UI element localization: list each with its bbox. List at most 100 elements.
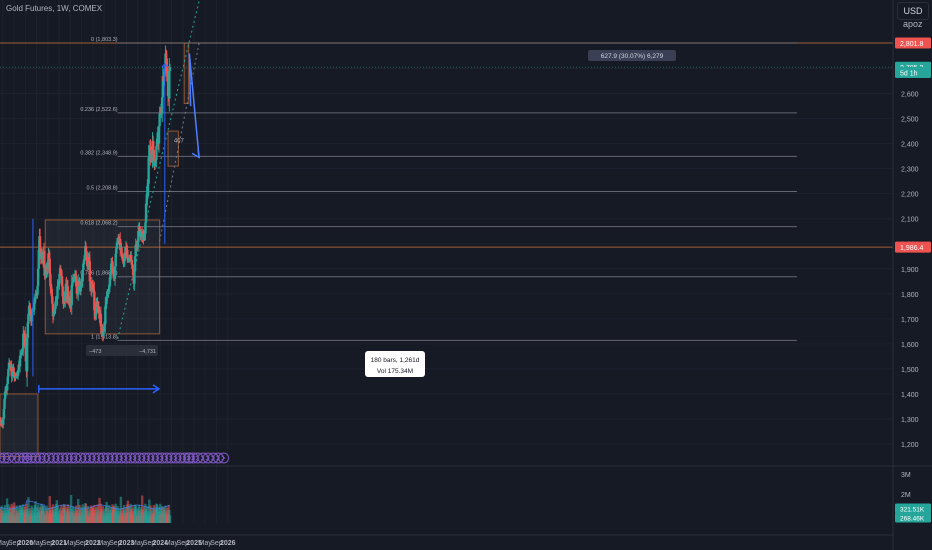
volume-tick-label: 2M [901,492,911,499]
candle-body [42,251,46,268]
candle-body [32,310,35,312]
volume-bar [126,500,130,523]
price-tick-label: 1,800 [901,292,919,299]
event-marker-glyph [55,455,61,461]
time-tick-label: 2026 [220,540,236,547]
candle-body [94,313,97,317]
candle-body [164,53,167,69]
time-tick-label: Sep [177,540,190,547]
candle-body [161,97,164,114]
time-tick-label: 2023 [119,540,135,547]
event-marker-glyph [150,455,156,461]
candle-body [119,238,122,250]
candle-body [106,292,109,297]
time-tick-label: May [165,540,179,547]
time-tick-label: May [131,540,145,547]
measure-label: 627.9 (30.07%) 6,279 [601,53,664,60]
event-marker-glyph [73,455,78,461]
candle-body [27,305,31,314]
left-measure-bg [86,345,158,356]
time-tick-label: May [199,540,213,547]
fib-level-label: 1 (1,613.8) [91,334,118,340]
small-label: 407 [174,138,185,144]
candle-body [115,242,119,249]
candle-body [8,362,11,365]
candle-body [168,67,172,72]
event-marker-glyph [221,455,226,461]
candle-body [82,260,86,264]
event-marker-glyph [119,455,124,461]
candle-body [72,277,75,279]
event-marker-glyph [28,455,33,461]
volume-bar [55,500,59,523]
range-box [183,42,190,105]
event-marker-glyph [173,455,178,461]
price-tick-label: 1,700 [901,317,919,324]
event-marker-icon [2,452,14,464]
candle-body [23,332,26,334]
currency-button[interactable]: USD [897,2,929,20]
volume-label: 268.46K [900,516,925,523]
event-marker-glyph [46,455,52,461]
candle-body [74,273,77,277]
candle-body [102,331,105,337]
candle-body [87,257,91,262]
candle-body [60,276,64,287]
candle-body [126,250,129,258]
event-marker-icon [212,452,224,464]
event-marker-glyph [195,455,200,461]
candle-body [70,285,73,305]
event-marker-glyph [200,455,205,461]
candle-body [46,261,50,272]
event-marker-glyph [159,455,165,461]
candle-body [148,156,151,158]
left-measure-label-right: −4,731 [139,349,156,355]
candle-body [30,314,33,322]
candle-body [27,313,30,324]
trend-line-dotted [117,0,200,339]
candle-body [166,76,170,97]
candle-body [161,76,165,98]
price-tick-label: 1,400 [901,392,919,399]
time-tick-label: 2025 [186,540,202,547]
event-marker-glyph [128,455,133,461]
candle-body [80,278,83,287]
measure-label-bg [588,50,676,61]
candle-body [99,313,103,327]
candle-body [17,364,20,371]
candle-body [144,222,147,234]
event-marker-glyph [41,455,46,461]
candle-body [35,293,39,295]
candle-body [12,367,15,372]
price-label-bg [895,67,931,79]
time-tick-label: 2020 [18,540,34,547]
event-marker-glyph [60,455,65,461]
time-tick-label: May [0,540,10,547]
candle-body [79,286,82,292]
candle-body [138,226,141,232]
candle-body [89,281,92,287]
event-marker-glyph [101,455,106,461]
candle-body [130,260,134,266]
candle-body [155,146,158,160]
candle-body [69,304,73,307]
candle-body [66,286,70,298]
event-marker-glyph [110,455,115,461]
candle-body [67,297,70,302]
candle-body [143,233,146,238]
candle-body [47,253,51,259]
candle-body [86,258,89,267]
range-label-bg [365,351,425,377]
candle-body [51,296,54,304]
candle-body [144,203,148,223]
candle-body [71,282,74,286]
candle-body [25,337,29,372]
price-tick-label: 2,100 [901,217,919,224]
candle-body [109,263,113,274]
candle-body [24,333,27,347]
event-marker-glyph [190,455,196,461]
candle-body [158,113,161,127]
candle-body [85,251,88,259]
volume-bar [148,499,151,523]
